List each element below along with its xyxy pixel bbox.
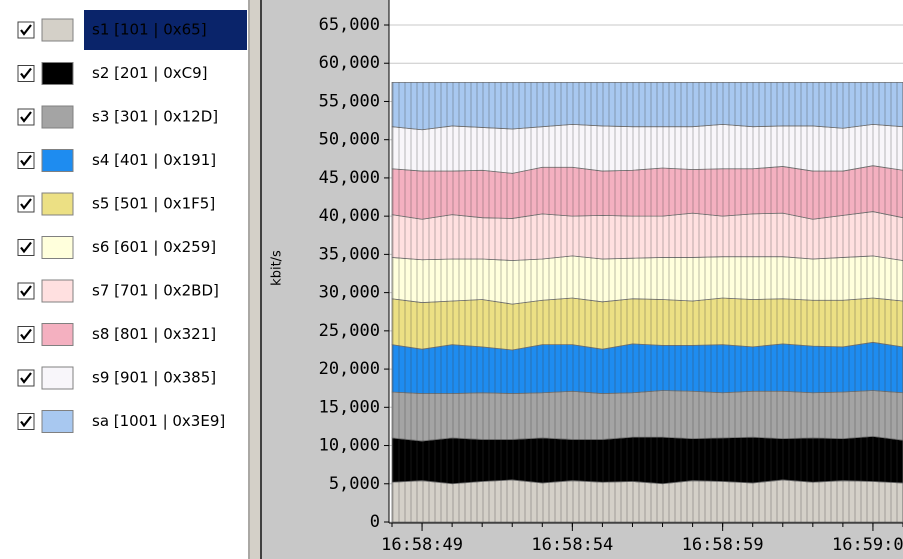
checkmark[interactable] xyxy=(20,328,32,341)
checkmark[interactable] xyxy=(20,285,32,297)
legend-label[interactable]: s3 [301 | 0x12D] xyxy=(92,108,218,126)
y-axis-label: kbit/s xyxy=(270,250,285,286)
x-tick-label: 16:58:59 xyxy=(682,535,764,555)
checkmark[interactable] xyxy=(20,111,32,123)
checkmark[interactable] xyxy=(20,67,32,80)
legend-label[interactable]: s1 [101 | 0x65] xyxy=(92,21,207,39)
legend-swatch xyxy=(41,323,74,346)
y-tick-label: 35,000 xyxy=(319,244,380,264)
y-tick-label: 60,000 xyxy=(319,53,380,73)
x-tick-label: 16:59:04 xyxy=(832,535,903,555)
checkmark[interactable] xyxy=(20,154,32,167)
axes: 0 5,000 10,000 15,000 20,000 25,000 30,000 35,0… xyxy=(319,0,903,555)
checkmark[interactable] xyxy=(20,372,32,384)
selection xyxy=(84,10,247,50)
legend-swatch xyxy=(41,105,74,129)
y-tick-label: 15,000 xyxy=(319,397,380,417)
x-tick-label: 16:58:54 xyxy=(531,535,613,555)
legend-swatch xyxy=(41,236,74,259)
y-tick-label: 40,000 xyxy=(319,206,380,226)
legend-label[interactable]: s4 [401 | 0x191] xyxy=(92,151,216,169)
legend-swatch xyxy=(41,366,74,390)
y-tick-label: 25,000 xyxy=(319,321,380,341)
legend-swatch xyxy=(41,410,74,433)
y-tick-label: 55,000 xyxy=(319,91,380,111)
legend-label[interactable]: s7 [701 | 0x2BD] xyxy=(92,282,219,300)
legend-swatch xyxy=(41,279,74,303)
legend-swatch xyxy=(41,149,74,172)
legend-label[interactable]: s5 [501 | 0x1F5] xyxy=(92,195,215,213)
legend-label[interactable]: s8 [801 | 0x321] xyxy=(92,325,216,343)
y-tick-label: 65,000 xyxy=(319,15,380,35)
checkmark[interactable] xyxy=(20,241,32,254)
y-tick-label: 45,000 xyxy=(319,168,380,188)
legend-label[interactable]: s2 [201 | 0xC9] xyxy=(92,64,208,82)
legend-swatch xyxy=(41,18,74,42)
x-tick-label: 16:58:49 xyxy=(381,535,463,555)
y-tick-label: 0 xyxy=(370,512,380,532)
checkmark[interactable] xyxy=(20,24,32,36)
y-tick-label: 20,000 xyxy=(319,359,380,379)
legend-swatch xyxy=(41,192,74,216)
splitter[interactable] xyxy=(248,0,262,559)
legend-label[interactable]: s9 [901 | 0x385] xyxy=(92,369,216,387)
legend: s1 [101 | 0x65] s2 [201 | 0xC9] s3 [301 | … xyxy=(17,10,247,433)
y-tick-label: 50,000 xyxy=(319,130,380,150)
y-tick-label: 30,000 xyxy=(319,283,380,303)
checkmark[interactable] xyxy=(20,415,32,428)
checkmark[interactable] xyxy=(20,198,32,210)
legend-panel xyxy=(0,0,248,559)
legend-label[interactable]: s6 [601 | 0x259] xyxy=(92,238,216,256)
areas xyxy=(391,81,903,523)
legend-label[interactable]: sa [1001 | 0x3E9] xyxy=(92,412,225,430)
y-tick-label: 5,000 xyxy=(329,474,380,494)
y-tick-label: 10,000 xyxy=(319,436,380,456)
legend-swatch xyxy=(41,62,74,85)
hatch xyxy=(392,82,903,522)
